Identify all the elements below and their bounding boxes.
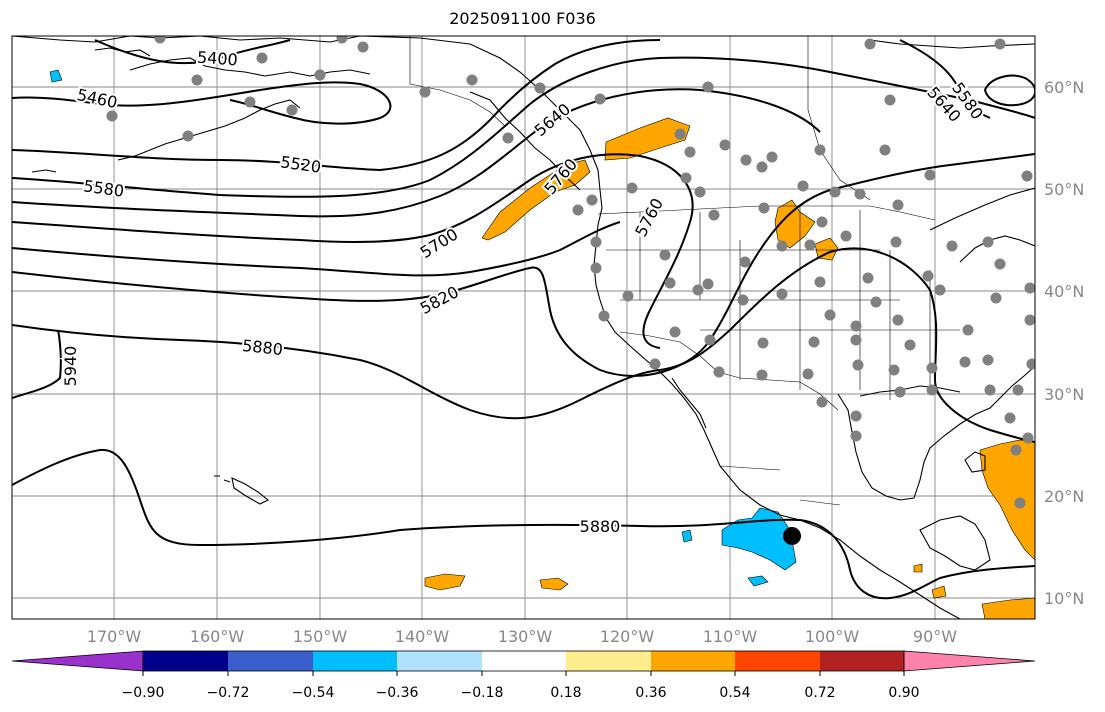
colorbar-tick-label: 0.54 [719,685,750,701]
colorbar-tick-label: −0.90 [122,685,165,701]
map-frame [11,35,1036,620]
colorbar-tick-label: −0.54 [292,685,335,701]
contour-label: 5940 [61,346,80,387]
lat-label: 60°N [1044,78,1084,97]
lon-label: 130°W [498,627,553,646]
lon-label: 150°W [293,627,348,646]
negative-anomaly-area [49,69,63,83]
positive-anomaly-area [539,577,569,591]
colorbar-segment [313,651,397,671]
lon-label: 170°W [87,627,142,646]
contour-labels: 5400 5460 5520 5580 5640 5580 5640 5700 … [59,46,989,538]
colorbar-segment [820,651,904,671]
lon-label: 100°W [805,627,860,646]
coastlines [12,36,1035,619]
colorbar-segment [735,651,820,671]
contour-label: 5880 [580,517,621,536]
positive-anomaly-area [981,597,1035,619]
colorbar-extend-low [11,650,144,672]
longitude-labels: 170°W 160°W 150°W 140°W 130°W 120°W 110°… [87,627,957,646]
lon-label: 140°W [395,627,450,646]
lon-label: 160°W [190,627,245,646]
lat-label: 50°N [1044,180,1084,199]
colorbar-segment [397,651,482,671]
location-marker [783,527,801,545]
lat-label: 40°N [1044,282,1084,301]
map-title: 2025091100 F036 [449,9,596,28]
negative-anomaly-area [681,529,693,543]
positive-anomaly-area [814,237,839,261]
colorbar-segment [651,651,735,671]
colorbar-tick-label: −0.72 [207,685,250,701]
lat-label: 10°N [1044,589,1084,608]
colorbar-tick-label: −0.18 [461,685,504,701]
lat-label: 30°N [1044,385,1084,404]
colorbar-segment [482,651,566,671]
contour-label: 5400 [196,48,238,70]
lat-label: 20°N [1044,487,1084,506]
map-panel [12,36,1035,619]
colorbar-tick-label: −0.36 [376,685,419,701]
colorbar-tick-label: 0.72 [804,685,835,701]
colorbar-segment [228,651,313,671]
negative-anomaly-area [747,575,769,587]
colorbar-tick-label: 0.36 [635,685,666,701]
lon-label: 90°W [913,627,957,646]
lon-label: 110°W [703,627,758,646]
colorbar-segment [566,651,651,671]
positive-anomaly-area [979,439,1035,561]
lon-label: 120°W [600,627,655,646]
stations [106,36,1035,509]
positive-anomaly-area [913,563,923,573]
positive-anomaly-area [424,573,466,591]
positive-anomaly-area [931,585,947,599]
colorbar-tick-label: 0.18 [550,685,581,701]
positive-anomaly-area [481,159,591,241]
latitude-labels: 60°N 50°N 40°N 30°N 20°N 10°N [1044,78,1084,608]
colorbar-segment [143,651,228,671]
contour-label: 5520 [279,152,322,176]
positive-anomaly-area [604,117,691,161]
colorbar-extend-high [903,650,1036,672]
colorbar-tick-label: 0.90 [888,685,919,701]
colorbar: −0.90 −0.72 −0.54 −0.36 −0.18 0.18 0.36 … [11,650,1036,701]
